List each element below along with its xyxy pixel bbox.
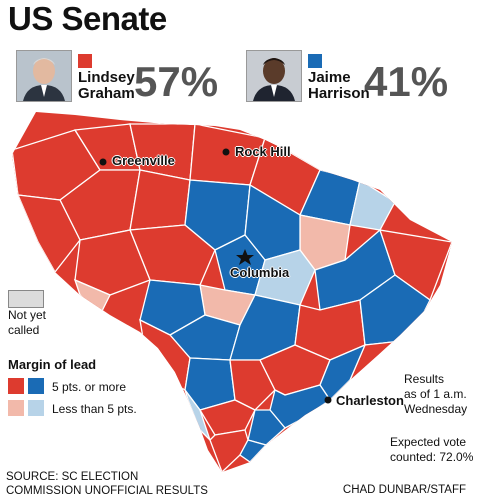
harrison-portrait-icon (246, 50, 302, 102)
county (74, 229, 151, 296)
city-label-charleston: Charleston (336, 393, 404, 408)
greenville-dot (99, 158, 107, 166)
dem-weak-swatch (28, 400, 44, 416)
candidate-last-name: Graham (78, 85, 135, 102)
county (199, 399, 256, 436)
source-note: SOURCE: SC ELECTION COMMISSION UNOFFICIA… (6, 471, 208, 497)
city-label-rock-hill: Rock Hill (235, 144, 291, 159)
county (229, 359, 276, 411)
results-time-note: Results as of 1 a.m. Wednesday (404, 372, 468, 416)
page-title: US Senate (8, 0, 167, 37)
rep-weak-swatch (8, 400, 24, 416)
expected-vote-note: Expected vote counted: 72.0% (390, 435, 474, 464)
rock-hill-dot (222, 148, 230, 156)
candidate-percent: 57% (134, 58, 219, 105)
charleston-dot (324, 396, 332, 404)
not-yet-called-swatch (8, 290, 44, 308)
photo-credit: CHAD DUNBAR/STAFF (342, 484, 466, 496)
graham-portrait-icon (16, 50, 72, 102)
margin-legend-title: Margin of lead (8, 357, 97, 372)
rep-strong-swatch (8, 378, 24, 394)
county (129, 169, 191, 231)
county (247, 409, 286, 446)
strong-margin-label: 5 pts. or more (52, 380, 127, 394)
candidate-percent: 41% (364, 58, 449, 105)
county (184, 389, 211, 441)
dem-strong-swatch (28, 378, 44, 394)
columbia-star-icon (236, 249, 254, 265)
weak-margin-label: Less than 5 pts. (52, 402, 137, 416)
democrat-swatch (308, 54, 322, 68)
county (239, 439, 268, 463)
county (254, 249, 316, 306)
candidate-last-name: Harrison (308, 85, 370, 102)
south-carolina-county-map (12, 112, 452, 472)
republican-swatch (78, 54, 92, 68)
not-yet-called-label: Not yet called (8, 308, 47, 337)
city-label-greenville: Greenville (112, 153, 175, 168)
candidate-first-name: Jaime (308, 69, 351, 86)
candidate-first-name: Lindsey (78, 69, 135, 86)
city-label-columbia: Columbia (230, 265, 290, 280)
